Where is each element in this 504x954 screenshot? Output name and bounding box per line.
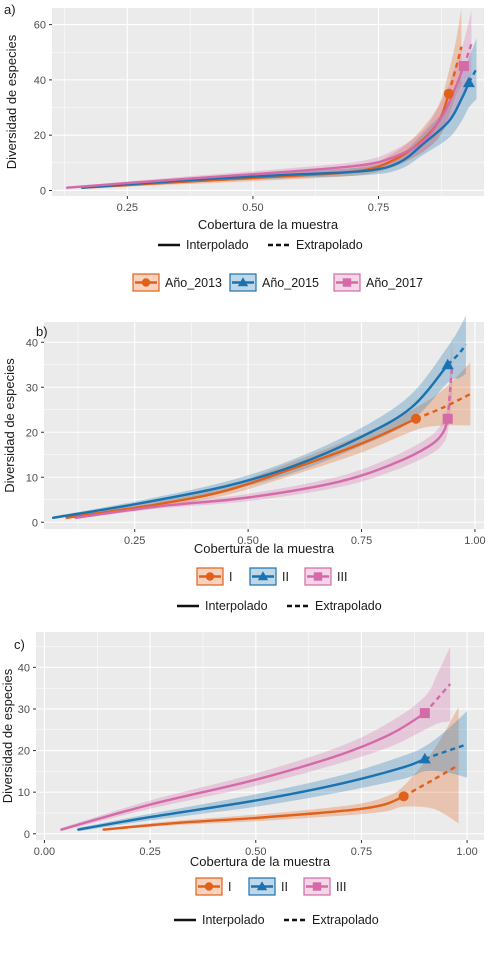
- panel-label: a): [4, 2, 16, 17]
- legend-key-marker-I: [205, 572, 215, 581]
- legend-key-marker-II: [256, 881, 268, 891]
- legend-key-marker-Año_2015: [237, 277, 249, 287]
- marker-observed-I: [410, 413, 421, 424]
- y-tick-label: 20: [26, 427, 38, 439]
- legend-key-marker-Año_2017: [342, 278, 352, 287]
- legend-key-marker-II: [257, 571, 269, 581]
- legend-label-Año_2017: Año_2017: [366, 276, 423, 290]
- x-tick-label: 0.75: [351, 535, 372, 547]
- ci-band-III: [75, 333, 453, 520]
- marker-observed-III: [442, 413, 453, 424]
- y-axis-title: Diversidad de especies: [4, 34, 19, 169]
- y-tick-label: 30: [18, 704, 30, 716]
- legend-label-Año_2013: Año_2013: [165, 276, 222, 290]
- legend-series: I II III: [196, 567, 347, 586]
- x-tick-label: 0.75: [368, 202, 389, 214]
- legend-label-Año_2015: Año_2015: [262, 276, 319, 290]
- legend-label-III: III: [337, 570, 347, 584]
- marker-observed-Año_2015: [462, 76, 475, 88]
- marker-observed-II: [418, 752, 431, 764]
- ci-band-III: [61, 646, 451, 832]
- x-tick-label: 1.00: [464, 535, 485, 547]
- line-interpolated-II: [77, 757, 426, 831]
- line-interpolated-Año_2015: [80, 81, 471, 189]
- legend-key-marker-III: [312, 882, 322, 891]
- legend-label-I: I: [228, 880, 231, 894]
- panel-1: 0.25 0.50 0.75 0 20 40 60 a) Cobertura de la mue…: [4, 2, 484, 292]
- marker-observed-I: [398, 791, 409, 802]
- x-tick-label: 0.25: [117, 202, 138, 214]
- line-extrapolated-II: [424, 743, 468, 761]
- legend-label-II: II: [281, 880, 288, 894]
- y-tick-label: 40: [18, 662, 30, 674]
- x-tick-label: 0.75: [351, 846, 372, 858]
- legend-label-III: III: [336, 880, 346, 894]
- legend-label-I: I: [229, 570, 232, 584]
- x-tick-label: 0.25: [124, 535, 145, 547]
- legend-extrapolado: Extrapolado: [315, 599, 382, 613]
- plot-background: [36, 632, 484, 840]
- legend-linetype: Interpolado Extrapolado: [177, 599, 382, 613]
- line-interpolated-III: [74, 417, 449, 519]
- y-tick-label: 10: [18, 787, 30, 799]
- marker-observed-Año_2017: [458, 61, 469, 72]
- y-tick-label: 40: [34, 75, 46, 87]
- legend-key-marker-III: [313, 572, 323, 581]
- legend-series: I II III: [195, 877, 346, 896]
- marker-observed-Año_2013: [443, 88, 454, 99]
- x-tick-label: 0.25: [139, 846, 160, 858]
- legend-series: Año_2013 Año_2015 Año_2017: [132, 273, 423, 292]
- line-extrapolated-II: [446, 343, 467, 366]
- y-tick-label: 20: [34, 130, 46, 142]
- ci-band-I: [66, 362, 471, 520]
- y-tick-label: 20: [18, 746, 30, 758]
- y-axis-title: Diversidad de especies: [2, 358, 17, 493]
- y-tick-label: 0: [40, 185, 46, 197]
- legend-interpolado: Interpolado: [205, 599, 268, 613]
- y-tick-label: 0: [32, 517, 38, 529]
- y-tick-label: 0: [24, 829, 30, 841]
- line-extrapolated-I: [403, 764, 460, 798]
- line-extrapolated-Año_2013: [447, 46, 463, 95]
- legend-extrapolado: Extrapolado: [296, 238, 363, 252]
- line-interpolated-II: [51, 363, 449, 519]
- line-extrapolated-III: [446, 364, 454, 419]
- x-tick-label: 0.50: [242, 202, 263, 214]
- line-extrapolated-I: [415, 392, 471, 420]
- x-axis-title: Cobertura de la muestra: [198, 217, 339, 232]
- panel-3: 0.00 0.25 0.50 0.75 1.00 0 10 20 30 40 c) Cobertura…: [0, 632, 484, 927]
- panel-label: c): [14, 637, 25, 652]
- x-tick-label: 0.00: [34, 846, 55, 858]
- legend-linetype: Interpolado Extrapolado: [174, 913, 379, 927]
- x-tick-label: 1.00: [456, 846, 477, 858]
- legend-linetype: Interpolado Extrapolado: [158, 238, 363, 252]
- legend-interpolado: Interpolado: [202, 913, 265, 927]
- line-interpolated-III: [60, 711, 426, 831]
- marker-observed-III: [419, 708, 430, 719]
- x-axis-title: Cobertura de la muestra: [190, 854, 331, 869]
- legend-extrapolado: Extrapolado: [312, 913, 379, 927]
- y-axis-title: Diversidad de especies: [0, 668, 15, 803]
- y-tick-label: 10: [26, 472, 38, 484]
- line-interpolated-I: [65, 417, 418, 519]
- legend-key-marker-I: [204, 882, 214, 891]
- plot-background: [52, 8, 484, 196]
- x-tick-label: 0.50: [237, 535, 258, 547]
- legend-interpolado: Interpolado: [186, 238, 249, 252]
- legend-key-marker-Año_2013: [141, 278, 151, 287]
- y-tick-label: 30: [26, 382, 38, 394]
- marker-observed-II: [441, 358, 454, 370]
- y-tick-label: 60: [34, 20, 46, 32]
- y-tick-label: 40: [26, 337, 38, 349]
- x-axis-title: Cobertura de la muestra: [194, 541, 335, 556]
- panel-2: 0.25 0.50 0.75 1.00 0 10 20 30 40b) Cobertura de …: [2, 315, 486, 613]
- legend-label-II: II: [282, 570, 289, 584]
- x-tick-label: 0.50: [245, 846, 266, 858]
- line-interpolated-I: [102, 795, 405, 831]
- panel-label: b): [36, 324, 48, 339]
